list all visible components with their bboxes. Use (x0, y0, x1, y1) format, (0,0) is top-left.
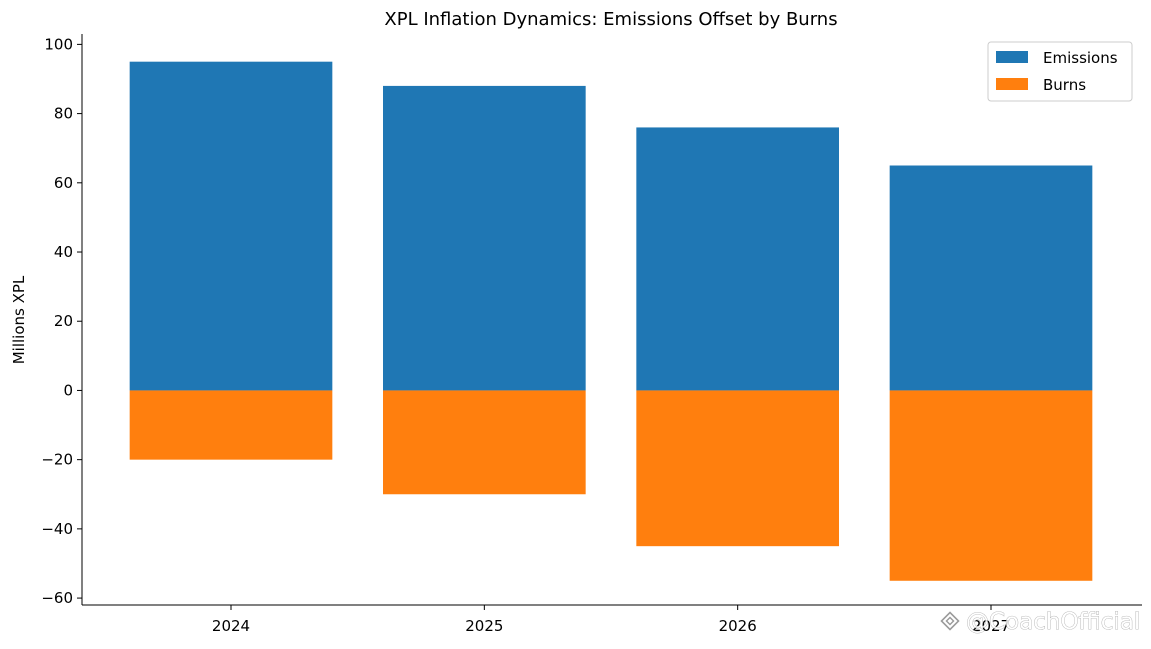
bar-emissions-2024 (129, 61, 333, 391)
x-tick-label: 2026 (719, 617, 757, 635)
y-tick-label: −20 (41, 451, 73, 469)
watermark-text: @CoachOfficial (966, 609, 1140, 635)
y-tick-label: 40 (54, 243, 73, 261)
bar-burns-2025 (383, 390, 586, 495)
exchange-logo-icon (940, 611, 960, 631)
x-tick-label: 2024 (212, 617, 250, 635)
legend-swatch-emissions (996, 51, 1028, 63)
bar-burns-2027 (889, 390, 1093, 581)
legend-label-burns: Burns (1043, 76, 1086, 94)
y-tick-label: 60 (54, 174, 73, 192)
legend-swatch-burns (996, 78, 1028, 90)
chart-title: XPL Inflation Dynamics: Emissions Offset… (384, 9, 837, 30)
y-tick-label: −40 (41, 520, 73, 538)
y-tick-label: 0 (63, 381, 73, 399)
y-axis-label: Millions XPL (10, 275, 28, 364)
watermark: @CoachOfficial (940, 609, 1141, 635)
y-tick-label: 80 (54, 105, 73, 123)
bar-emissions-2025 (383, 85, 586, 391)
bar-burns-2024 (129, 390, 333, 460)
bars-layer (129, 61, 1093, 581)
bar-emissions-2027 (889, 165, 1093, 391)
y-tick-label: 100 (44, 35, 73, 53)
legend-label-emissions: Emissions (1043, 49, 1118, 67)
x-tick-label: 2027 (972, 617, 1010, 635)
legend: Emissions Burns (987, 41, 1133, 102)
x-tick-label: 2025 (465, 617, 503, 635)
bar-burns-2026 (636, 390, 839, 547)
axes-layer: 100 80 60 40 20 0 −20 −40 −60 2024 2025 2026 2027 (41, 34, 1142, 635)
y-tick-label: 20 (54, 312, 73, 330)
bar-emissions-2026 (636, 127, 839, 391)
y-tick-label: −60 (41, 589, 73, 607)
